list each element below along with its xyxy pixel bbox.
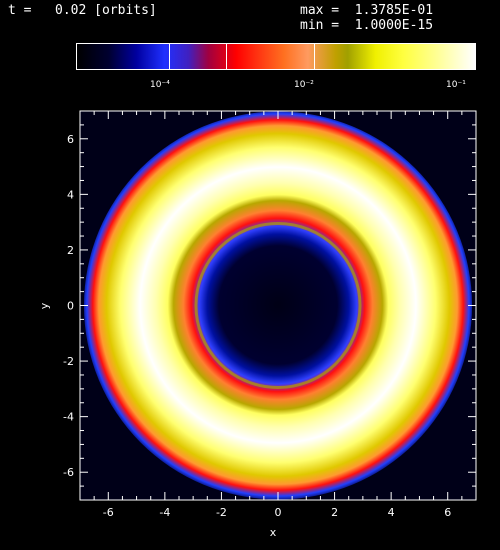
y-tick-label: 6	[67, 133, 74, 146]
colorbar-divider	[226, 44, 228, 69]
y-tick-label: 2	[67, 244, 74, 257]
colorbar-tick-label: 10⁻¹	[446, 80, 466, 90]
colorbar-tick-label: 10⁻²	[294, 80, 314, 90]
x-tick-label: 6	[444, 506, 451, 519]
colorbar-tick-label: 10⁻⁴	[150, 80, 170, 90]
density-disk	[83, 111, 473, 500]
axis-tick-labels: -6 -4 -2 0 2 4 6 -6 -4 -2 0 2 4 6	[63, 133, 451, 519]
y-tick-label: -4	[63, 411, 74, 424]
plot-area	[79, 110, 477, 501]
x-tick-label: 4	[388, 506, 395, 519]
axis-ticks	[79, 110, 477, 501]
y-tick-label: -6	[63, 466, 74, 479]
x-tick-label: -2	[216, 506, 227, 519]
colorbar-divider	[313, 44, 315, 69]
y-tick-label: 4	[67, 188, 74, 201]
colorbar	[76, 43, 476, 70]
y-tick-label: 0	[67, 300, 74, 313]
y-axis-label: y	[38, 302, 51, 309]
time-value: 0.02 [orbits]	[55, 3, 157, 18]
min-value: min = 1.0000E-15	[300, 18, 434, 33]
x-tick-label: 0	[275, 506, 282, 519]
time-label: t =	[8, 3, 32, 18]
x-tick-label: -4	[159, 506, 170, 519]
x-tick-label: 2	[331, 506, 338, 519]
colorbar-divider	[168, 44, 170, 69]
y-tick-label: -2	[63, 355, 74, 368]
inner-edge-ring	[194, 221, 362, 390]
max-value: max = 1.3785E-01	[300, 3, 434, 18]
x-axis-label: x	[270, 526, 277, 539]
x-tick-label: -6	[103, 506, 114, 519]
